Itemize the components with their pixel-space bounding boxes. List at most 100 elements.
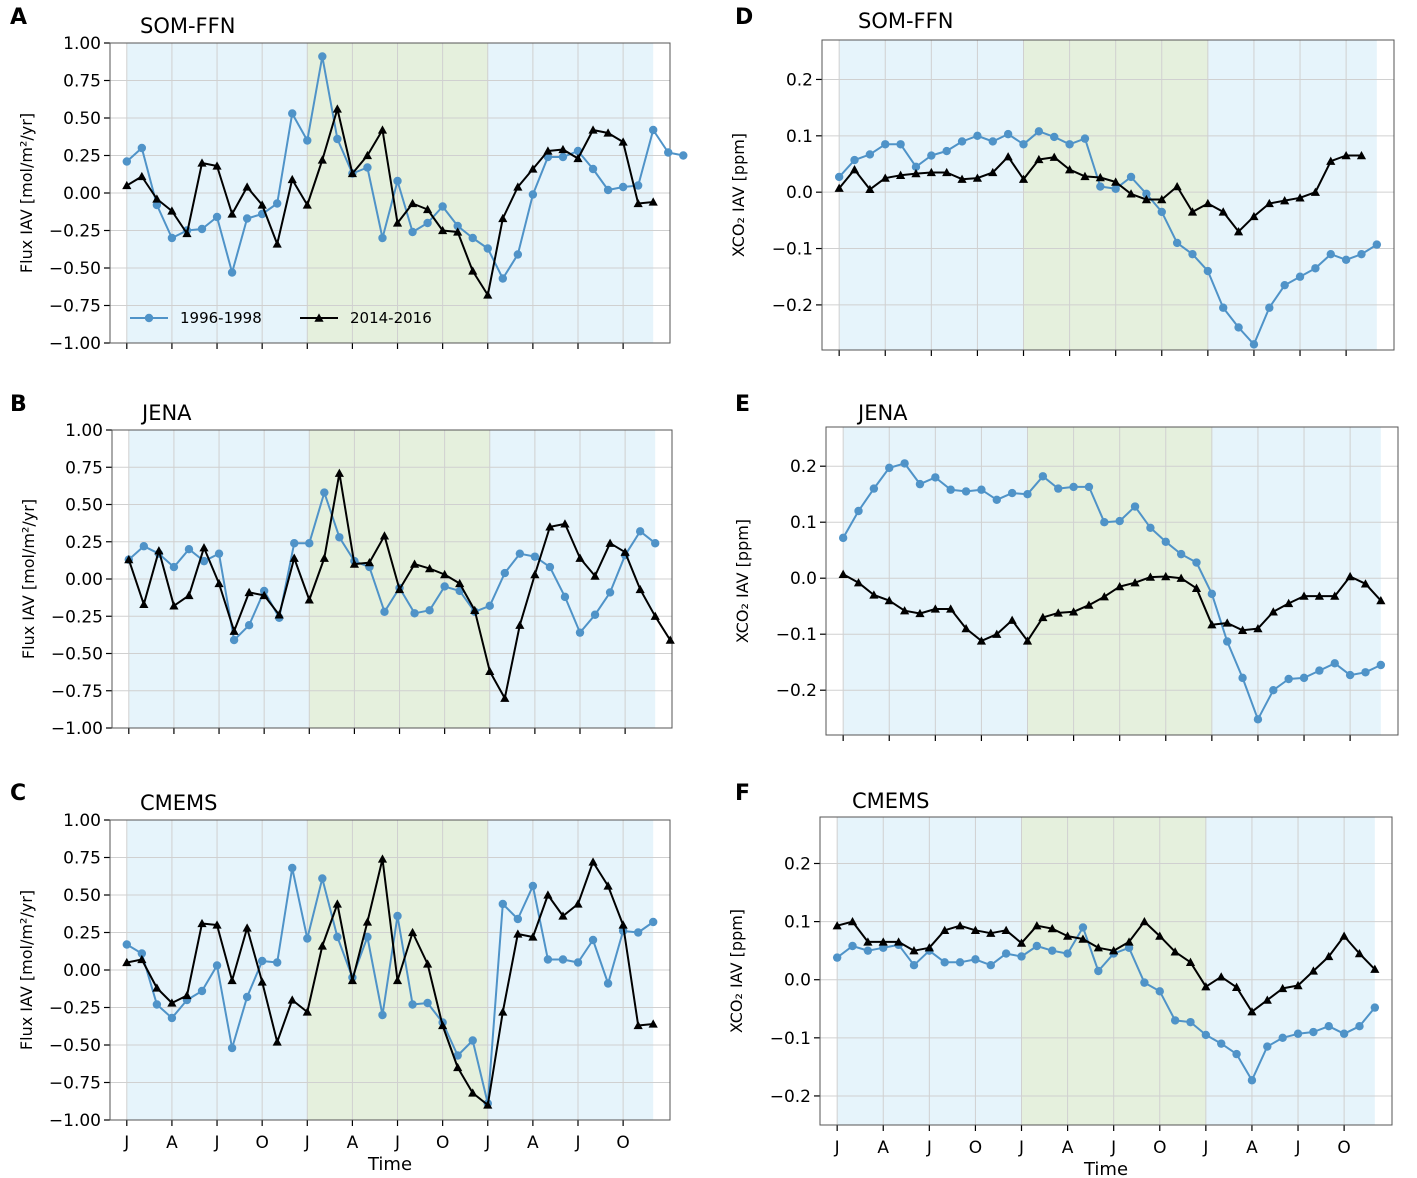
y-tick-label: −0.25 bbox=[49, 999, 101, 1019]
data-point bbox=[513, 929, 523, 938]
x-tick-label: J bbox=[574, 1133, 580, 1153]
data-point bbox=[1001, 925, 1011, 935]
x-tick-label: J bbox=[214, 1133, 220, 1153]
data-point bbox=[1048, 946, 1057, 955]
data-point bbox=[197, 986, 207, 996]
series-2014-2016 bbox=[838, 569, 1386, 645]
data-point bbox=[229, 635, 239, 645]
data-point bbox=[333, 134, 342, 144]
data-point bbox=[1170, 947, 1180, 956]
x-tick-label: O bbox=[436, 1133, 449, 1153]
panel-letter: D bbox=[735, 5, 753, 30]
data-point bbox=[1376, 596, 1386, 605]
data-point bbox=[320, 488, 329, 497]
data-point bbox=[167, 1013, 177, 1023]
data-point bbox=[1034, 127, 1044, 136]
data-point bbox=[1330, 659, 1339, 668]
data-point bbox=[272, 239, 282, 248]
y-axis-label: Flux IAV [mol/m²/yr] bbox=[19, 499, 38, 659]
data-point bbox=[651, 539, 660, 548]
x-tick-label: O bbox=[255, 1133, 268, 1153]
data-point bbox=[227, 1043, 237, 1053]
data-point bbox=[1176, 573, 1186, 582]
data-point bbox=[1341, 150, 1351, 160]
data-point bbox=[1115, 582, 1125, 591]
data-point bbox=[1299, 673, 1309, 683]
data-point bbox=[377, 125, 388, 134]
data-point bbox=[848, 941, 857, 951]
data-point bbox=[212, 212, 222, 222]
y-tick-label: 0.25 bbox=[65, 533, 103, 553]
data-point bbox=[1280, 196, 1290, 205]
x-tick-label: J bbox=[1018, 1138, 1024, 1158]
y-tick-label: 0.2 bbox=[784, 854, 811, 874]
data-point bbox=[1126, 189, 1136, 198]
data-point bbox=[946, 485, 955, 494]
data-point bbox=[896, 140, 905, 149]
data-point bbox=[212, 161, 222, 170]
data-point bbox=[911, 162, 921, 172]
plot-frame bbox=[109, 42, 671, 344]
data-point bbox=[1047, 923, 1057, 933]
data-point bbox=[1278, 1033, 1287, 1043]
data-point bbox=[909, 960, 919, 970]
legend: 1996-1998 2014-2016 bbox=[130, 309, 432, 327]
data-point bbox=[1326, 156, 1336, 165]
y-tick-label: 0.1 bbox=[784, 913, 811, 933]
data-point bbox=[545, 522, 555, 531]
data-point bbox=[513, 250, 523, 259]
y-tick-label: −1.00 bbox=[49, 334, 101, 354]
data-point bbox=[122, 940, 131, 949]
panel-title: SOM-FFN bbox=[140, 14, 235, 38]
y-tick-label: 0.50 bbox=[63, 886, 101, 906]
data-point bbox=[169, 562, 179, 572]
data-point bbox=[1372, 240, 1382, 249]
y-tick-label: −0.1 bbox=[770, 1029, 811, 1049]
series-1996-1998 bbox=[122, 863, 658, 1108]
data-point bbox=[227, 209, 237, 218]
data-point bbox=[1278, 983, 1288, 993]
y-axis-label: XCO₂ IAV [ppm] bbox=[733, 519, 752, 643]
data-point bbox=[199, 543, 209, 552]
y-tick-label: −0.50 bbox=[49, 259, 101, 279]
panel-title: CMEMS bbox=[852, 789, 930, 813]
data-point bbox=[242, 923, 252, 932]
y-tick-label: 0.1 bbox=[790, 513, 817, 533]
plot-frame bbox=[111, 429, 673, 729]
data-point bbox=[1222, 618, 1232, 627]
data-point bbox=[468, 1088, 478, 1097]
data-point bbox=[500, 693, 510, 702]
data-point bbox=[1284, 598, 1294, 608]
data-point bbox=[1078, 934, 1088, 943]
data-point bbox=[1003, 129, 1013, 139]
data-point bbox=[1126, 172, 1136, 182]
data-point bbox=[407, 927, 418, 937]
data-point bbox=[992, 495, 1001, 504]
data-point bbox=[515, 620, 525, 629]
data-point bbox=[528, 932, 538, 941]
data-point bbox=[665, 635, 675, 644]
data-point bbox=[364, 558, 375, 567]
data-point bbox=[392, 218, 403, 227]
data-point bbox=[988, 137, 997, 146]
data-point bbox=[167, 998, 177, 1007]
data-point bbox=[1054, 484, 1063, 493]
legend-marker bbox=[144, 313, 154, 323]
data-point bbox=[303, 136, 312, 145]
data-point bbox=[605, 588, 615, 597]
data-point bbox=[588, 125, 598, 134]
data-point bbox=[498, 213, 508, 223]
data-point bbox=[1265, 303, 1274, 312]
data-point bbox=[1023, 490, 1032, 499]
x-tick-label: J bbox=[834, 1138, 840, 1158]
series-line bbox=[126, 858, 654, 1106]
data-point bbox=[152, 983, 162, 992]
x-tick-label: A bbox=[1246, 1138, 1258, 1158]
y-tick-label: 0.75 bbox=[63, 849, 101, 869]
data-point bbox=[1217, 1039, 1226, 1048]
data-point bbox=[453, 227, 463, 236]
data-point bbox=[880, 173, 890, 182]
series-2014-2016 bbox=[122, 104, 658, 299]
data-point bbox=[869, 484, 879, 493]
data-point bbox=[986, 960, 995, 970]
